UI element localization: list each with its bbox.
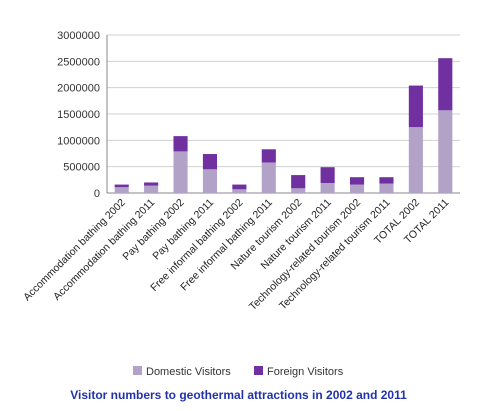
bar-domestic-4 bbox=[232, 189, 247, 193]
legend: Domestic Visitors Foreign Visitors bbox=[133, 366, 344, 378]
bar-foreign-1 bbox=[144, 182, 159, 186]
y-tick-label: 1500000 bbox=[57, 109, 100, 121]
bar-domestic-7 bbox=[320, 182, 335, 193]
y-tick-label: 2000000 bbox=[57, 83, 100, 95]
y-axis: 0 500000 1000000 1500000 2000000 2500000 30000… bbox=[57, 30, 460, 200]
stacked-bar-chart: 0 500000 1000000 1500000 2000000 2500000 30000… bbox=[21, 30, 460, 378]
bar-foreign-2 bbox=[173, 136, 188, 152]
bar-foreign-4 bbox=[232, 184, 247, 190]
bar-domestic-0 bbox=[114, 187, 129, 193]
y-tick-label: 500000 bbox=[63, 162, 100, 174]
y-tick-label: 0 bbox=[94, 188, 100, 200]
bars bbox=[114, 58, 453, 193]
legend-label-foreign: Foreign Visitors bbox=[267, 366, 344, 378]
y-tick-label: 2500000 bbox=[57, 56, 100, 68]
bar-foreign-3 bbox=[202, 154, 218, 170]
bar-domestic-3 bbox=[202, 169, 218, 193]
bar-foreign-10 bbox=[408, 85, 423, 128]
bar-domestic-5 bbox=[261, 162, 276, 193]
gridlines bbox=[107, 34, 460, 194]
bar-foreign-11 bbox=[438, 58, 453, 111]
bar-domestic-8 bbox=[349, 184, 365, 193]
legend-swatch-domestic bbox=[133, 366, 142, 375]
bar-domestic-9 bbox=[379, 183, 394, 193]
bar-foreign-6 bbox=[291, 175, 306, 189]
chart-caption: Visitor numbers to geothermal attraction… bbox=[70, 388, 407, 402]
bar-domestic-1 bbox=[144, 185, 159, 193]
bar-foreign-0 bbox=[114, 184, 129, 188]
legend-label-domestic: Domestic Visitors bbox=[146, 366, 231, 378]
bar-foreign-5 bbox=[261, 149, 276, 163]
bar-foreign-8 bbox=[349, 177, 365, 185]
y-tick-label: 1000000 bbox=[57, 135, 100, 147]
bar-foreign-9 bbox=[379, 177, 394, 184]
bar-foreign-7 bbox=[320, 167, 335, 183]
y-tick-label: 3000000 bbox=[57, 30, 100, 42]
x-axis-labels: Accommodation bathing 2002Accommodation … bbox=[21, 197, 451, 313]
bar-domestic-11 bbox=[438, 110, 453, 193]
legend-swatch-foreign bbox=[254, 366, 263, 375]
bar-domestic-2 bbox=[173, 151, 188, 193]
bar-domestic-6 bbox=[291, 188, 306, 193]
bar-domestic-10 bbox=[408, 127, 423, 193]
